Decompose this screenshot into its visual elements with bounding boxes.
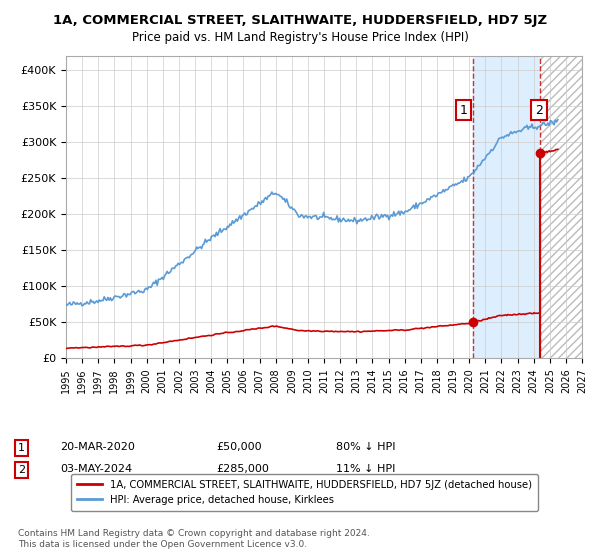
Text: 1: 1 — [18, 443, 25, 453]
Text: 03-MAY-2024: 03-MAY-2024 — [60, 464, 132, 474]
Legend: 1A, COMMERCIAL STREET, SLAITHWAITE, HUDDERSFIELD, HD7 5JZ (detached house), HPI:: 1A, COMMERCIAL STREET, SLAITHWAITE, HUDD… — [71, 474, 538, 511]
Text: 20-MAR-2020: 20-MAR-2020 — [60, 442, 135, 452]
Bar — [540, 56, 582, 358]
Bar — [473, 56, 540, 358]
Text: 11% ↓ HPI: 11% ↓ HPI — [336, 464, 395, 474]
Text: 1: 1 — [460, 104, 467, 116]
Text: 1A, COMMERCIAL STREET, SLAITHWAITE, HUDDERSFIELD, HD7 5JZ: 1A, COMMERCIAL STREET, SLAITHWAITE, HUDD… — [53, 14, 547, 27]
Text: Price paid vs. HM Land Registry's House Price Index (HPI): Price paid vs. HM Land Registry's House … — [131, 31, 469, 44]
Text: £50,000: £50,000 — [216, 442, 262, 452]
Text: 2: 2 — [18, 465, 25, 475]
Text: 80% ↓ HPI: 80% ↓ HPI — [336, 442, 395, 452]
Text: £285,000: £285,000 — [216, 464, 269, 474]
Bar — [540, 56, 582, 358]
Text: Contains HM Land Registry data © Crown copyright and database right 2024.
This d: Contains HM Land Registry data © Crown c… — [18, 529, 370, 549]
Text: 2: 2 — [535, 104, 543, 116]
